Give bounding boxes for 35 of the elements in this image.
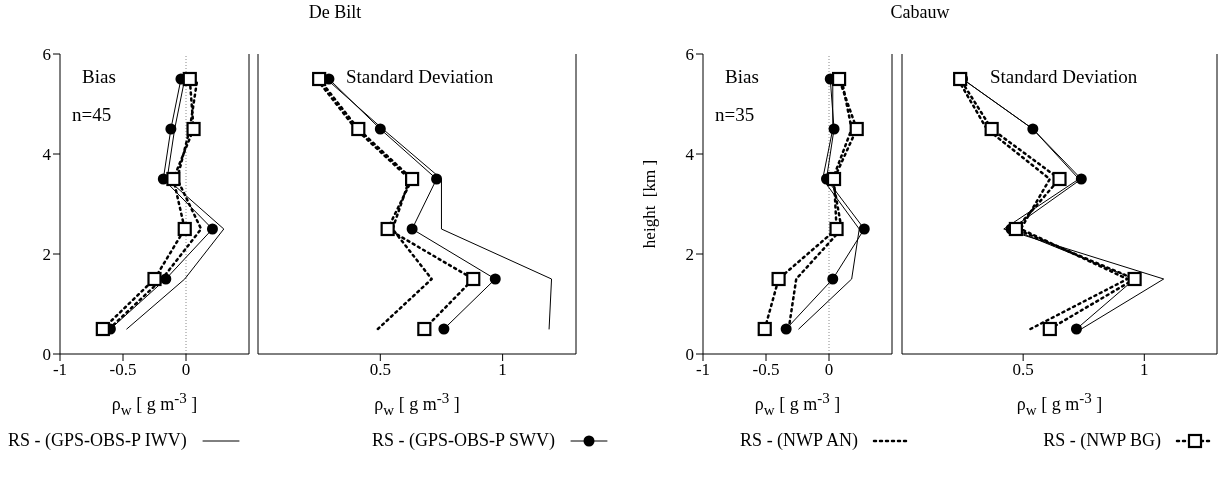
annotation: Standard Deviation: [990, 66, 1138, 88]
x-tick-label: 0.5: [369, 360, 391, 380]
x-axis-title: ρ$_{w}$ [ g m$^{-3}$ ]: [373, 390, 461, 419]
chart-title: De Bilt: [307, 2, 363, 23]
y-tick-label: 4: [685, 145, 695, 165]
legend-label: RS - (NWP AN): [740, 430, 858, 451]
x-tick-label: 0: [181, 360, 191, 380]
chart-title: Cabauw: [889, 2, 951, 23]
x-tick-label: 1: [1140, 360, 1149, 380]
y-tick-label: 0: [685, 345, 694, 365]
annotation: n=35: [715, 104, 755, 126]
annotation: Standard Deviation: [346, 66, 494, 88]
x-tick-label: 0.5: [1012, 360, 1034, 380]
x-tick-label: -0.5: [752, 360, 780, 380]
y-tick-label: 0: [42, 345, 51, 365]
annotation: Bias: [725, 66, 759, 88]
annotation: n=45: [72, 104, 112, 126]
legend-label: RS - (GPS-OBS-P SWV): [372, 430, 555, 451]
x-axis-title: ρ$_{w}$ [ g m$^{-3}$ ]: [1015, 390, 1104, 419]
legend-label: RS - (GPS-OBS-P IWV): [8, 430, 187, 451]
x-tick-label: 0: [824, 360, 834, 380]
x-tick-label: -0.5: [109, 360, 137, 380]
x-axis-title: ρ$_{w}$ [ g m$^{-3}$ ]: [753, 390, 842, 419]
y-tick-label: 2: [685, 245, 694, 265]
y-axis-title: height [km ]: [640, 159, 659, 249]
y-tick-label: 2: [42, 245, 51, 265]
annotation: Bias: [82, 66, 116, 88]
x-axis-title: ρ$_{w}$ [ g m$^{-3}$ ]: [110, 390, 199, 419]
y-tick-label: 4: [42, 145, 52, 165]
y-tick-label: 6: [42, 45, 51, 65]
x-tick-label: -1: [695, 360, 711, 380]
x-tick-label: -1: [52, 360, 68, 380]
y-tick-label: 6: [685, 45, 694, 65]
x-tick-label: 1: [498, 360, 507, 380]
legend-label: RS - (NWP BG): [1043, 430, 1161, 451]
